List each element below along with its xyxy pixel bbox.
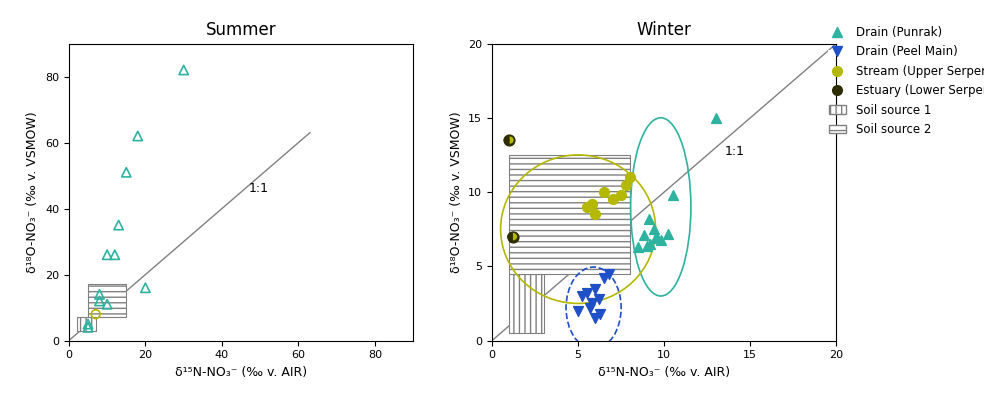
Point: [584, 300, 600, 307]
Point: [130, 133, 146, 139]
Text: 1:1: 1:1: [249, 182, 269, 195]
Point: [583, 305, 598, 311]
Bar: [77, 318, 95, 331]
Point: [590, 296, 606, 302]
Point: [631, 244, 646, 250]
Point: [647, 233, 663, 240]
Point: [641, 215, 656, 222]
Point: [643, 241, 658, 247]
Point: [646, 226, 661, 232]
Legend: Drain (Punrak), Drain (Peel Main), Stream (Upper Serpentine), Estuary (Lower Ser: Drain (Punrak), Drain (Peel Main), Strea…: [829, 26, 984, 136]
Bar: [510, 274, 544, 333]
Point: [665, 192, 681, 198]
Point: [579, 290, 594, 296]
Point: [99, 251, 115, 258]
Point: [619, 181, 635, 188]
Point: [622, 174, 638, 180]
X-axis label: δ¹⁵N-NO₃⁻ (‰ v. AIR): δ¹⁵N-NO₃⁻ (‰ v. AIR): [175, 366, 307, 379]
Point: [111, 222, 127, 228]
Point: [505, 233, 521, 240]
X-axis label: δ¹⁵N-NO₃⁻ (‰ v. AIR): δ¹⁵N-NO₃⁻ (‰ v. AIR): [598, 366, 730, 379]
Point: [571, 308, 586, 314]
Point: [92, 291, 107, 297]
Point: [88, 311, 103, 317]
Bar: [510, 155, 630, 274]
Point: [653, 236, 669, 243]
Bar: [88, 284, 126, 318]
Point: [636, 232, 651, 238]
Point: [587, 211, 603, 217]
Point: [604, 196, 621, 203]
Point: [80, 324, 95, 331]
Point: [118, 169, 134, 175]
Point: [138, 285, 154, 291]
Point: [107, 251, 123, 258]
Point: [596, 189, 612, 195]
Title: Summer: Summer: [206, 21, 277, 39]
Circle shape: [505, 136, 514, 144]
Point: [708, 114, 724, 121]
Point: [502, 137, 518, 143]
Point: [584, 201, 600, 207]
Point: [574, 293, 589, 299]
Point: [587, 286, 603, 292]
Point: [660, 230, 676, 237]
Point: [80, 321, 95, 327]
Wedge shape: [513, 232, 518, 241]
Point: [649, 235, 665, 241]
Title: Winter: Winter: [637, 21, 692, 39]
Point: [92, 298, 107, 304]
Point: [613, 192, 629, 198]
Text: 1:1: 1:1: [724, 145, 745, 158]
Y-axis label: δ¹⁸O-NO₃⁻ (‰ v. VSMOW): δ¹⁸O-NO₃⁻ (‰ v. VSMOW): [27, 111, 39, 273]
Wedge shape: [510, 136, 514, 144]
Point: [592, 310, 608, 317]
Y-axis label: δ¹⁸O-NO₃⁻ (‰ v. VSMOW): δ¹⁸O-NO₃⁻ (‰ v. VSMOW): [450, 111, 462, 273]
Point: [640, 242, 655, 249]
Circle shape: [508, 232, 518, 241]
Point: [579, 204, 594, 210]
Point: [596, 275, 612, 281]
Point: [99, 301, 115, 307]
Point: [587, 315, 603, 322]
Point: [601, 270, 617, 277]
Point: [176, 67, 192, 73]
